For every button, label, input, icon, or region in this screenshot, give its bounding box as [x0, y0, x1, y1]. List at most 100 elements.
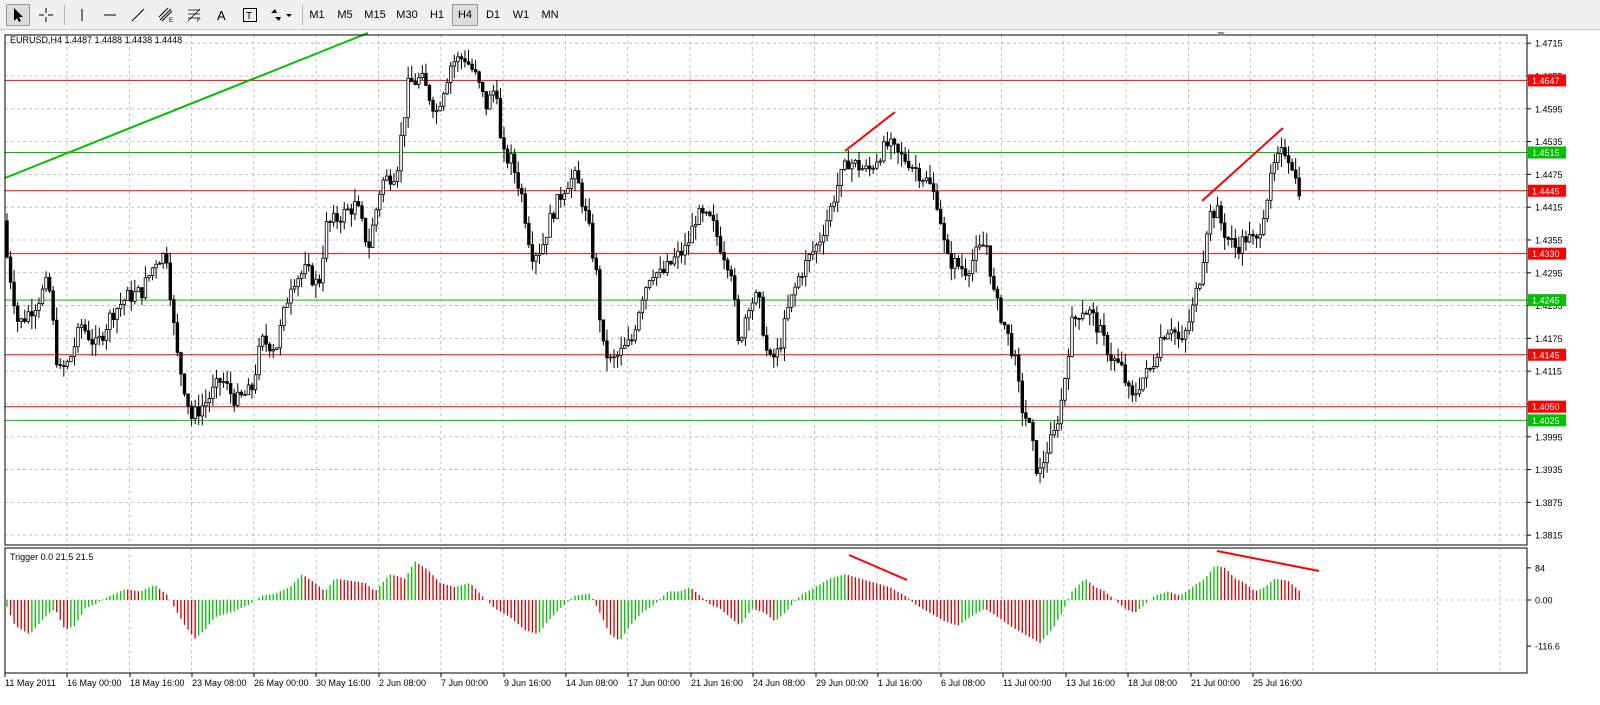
level-price-tag	[1528, 74, 1566, 87]
candle-body	[1137, 389, 1142, 395]
candle-body	[1034, 440, 1039, 474]
candle-body	[12, 281, 16, 307]
candle-body	[640, 299, 645, 314]
divergence-trendline[interactable]	[1201, 127, 1284, 202]
candle-body	[118, 304, 123, 310]
svg-text:E: E	[169, 18, 173, 23]
candle-body	[367, 241, 371, 248]
level-price-tag	[1528, 400, 1566, 413]
timeframe-m15-button[interactable]: M15	[364, 9, 386, 21]
candle-body	[445, 82, 449, 95]
chart-toolbar: E F A T M1 M5 M15 M30 H1 H4 D1 W1 MN	[0, 0, 1600, 30]
timeframe-d1-button[interactable]: D1	[485, 9, 501, 21]
level-price-tag	[1528, 247, 1566, 260]
candle-body	[836, 185, 840, 203]
crosshair-tool-button[interactable]	[34, 4, 58, 26]
indicator-label: Trigger 0.0 21.5 21.5	[10, 552, 93, 562]
candle-body	[172, 299, 176, 323]
candle-body	[704, 211, 709, 214]
candle-body	[630, 339, 634, 342]
price-chart[interactable]: 1.47151.46551.45951.45351.44751.44151.43…	[0, 30, 1600, 705]
candle-body	[530, 244, 535, 262]
trendlines[interactable]	[4, 32, 1320, 581]
candle-body	[37, 302, 41, 311]
indicator-tick-label: -116.6	[1535, 642, 1560, 652]
timeframe-mn-button[interactable]: MN	[541, 9, 559, 21]
candle-body	[356, 201, 361, 207]
candle-body	[942, 223, 946, 241]
fibonacci-button[interactable]: F	[182, 4, 206, 26]
candle-body	[669, 261, 673, 265]
vertical-line-button[interactable]	[70, 4, 94, 26]
text-label-button[interactable]: T	[238, 4, 262, 26]
candle-body	[910, 166, 914, 169]
candle-body	[1148, 368, 1152, 370]
chart-shift-marker-icon[interactable]	[1217, 32, 1225, 36]
arrows-button[interactable]	[266, 4, 296, 26]
candle-body	[889, 138, 893, 147]
candle-body	[594, 257, 598, 271]
candle-body	[76, 327, 80, 348]
support-trendline[interactable]	[4, 32, 369, 179]
candle-body	[218, 378, 222, 383]
candle-body	[711, 214, 716, 222]
candle-body	[409, 77, 414, 83]
candle-body	[1070, 316, 1074, 357]
candle-body	[615, 354, 620, 358]
candle-body	[559, 194, 563, 200]
candle-body	[1233, 238, 1237, 248]
candle-body	[498, 98, 503, 139]
indicator-divergence-line[interactable]	[848, 554, 908, 581]
candle-body	[1194, 288, 1198, 306]
candle-body	[1073, 316, 1078, 319]
candle-body	[271, 349, 275, 352]
level-price-tag	[1528, 414, 1566, 427]
horizontal-levels[interactable]	[5, 79, 1527, 421]
candle-body	[285, 302, 290, 308]
candle-body	[846, 160, 851, 170]
candle-body	[1219, 205, 1223, 224]
candle-body	[378, 193, 382, 211]
trendline-button[interactable]	[126, 4, 150, 26]
candle-body	[101, 335, 105, 341]
timeframe-m1-button[interactable]: M1	[309, 9, 325, 21]
candle-body	[963, 268, 968, 276]
candle-body	[296, 278, 300, 287]
candle-body	[672, 256, 677, 265]
candle-body	[605, 340, 609, 359]
timeframe-m5-button[interactable]: M5	[337, 9, 353, 21]
candle-body	[1017, 354, 1021, 382]
candle-body	[182, 373, 187, 395]
equidistant-channel-button[interactable]: E	[154, 4, 178, 26]
price-tick-label: 1.4415	[1535, 203, 1563, 213]
candle-body	[94, 337, 98, 345]
cursor-tool-button[interactable]	[6, 4, 30, 26]
price-grid	[5, 35, 1527, 545]
time-tick-label: 21 Jun 16:00	[691, 678, 743, 688]
candle-body	[974, 246, 978, 261]
candle-body	[804, 260, 808, 277]
candle-body	[1162, 337, 1166, 340]
timeframe-h1-button[interactable]: H1	[429, 9, 445, 21]
candle-body	[399, 134, 403, 172]
candle-body	[363, 217, 368, 243]
candle-body	[427, 85, 432, 101]
candle-body	[303, 264, 307, 275]
candle-body	[1276, 153, 1280, 163]
timeframe-m30-button[interactable]: M30	[396, 9, 418, 21]
text-button[interactable]: A	[210, 4, 234, 26]
candle-body	[1237, 246, 1241, 254]
timeframe-w1-button[interactable]: W1	[512, 9, 530, 21]
divergence-trendline[interactable]	[844, 111, 896, 152]
horizontal-line-button[interactable]	[98, 4, 122, 26]
candle-body	[555, 194, 559, 219]
candle-body	[115, 308, 119, 321]
candle-body	[1123, 364, 1127, 384]
candle-body	[275, 347, 279, 350]
candle-body	[899, 151, 904, 155]
timeframe-h4-button[interactable]: H4	[452, 4, 478, 26]
candle-body	[715, 220, 719, 237]
indicator-divergence-line[interactable]	[1216, 550, 1320, 572]
candle-body	[459, 56, 464, 60]
time-tick-label: 11 Jul 00:00	[1003, 678, 1051, 688]
